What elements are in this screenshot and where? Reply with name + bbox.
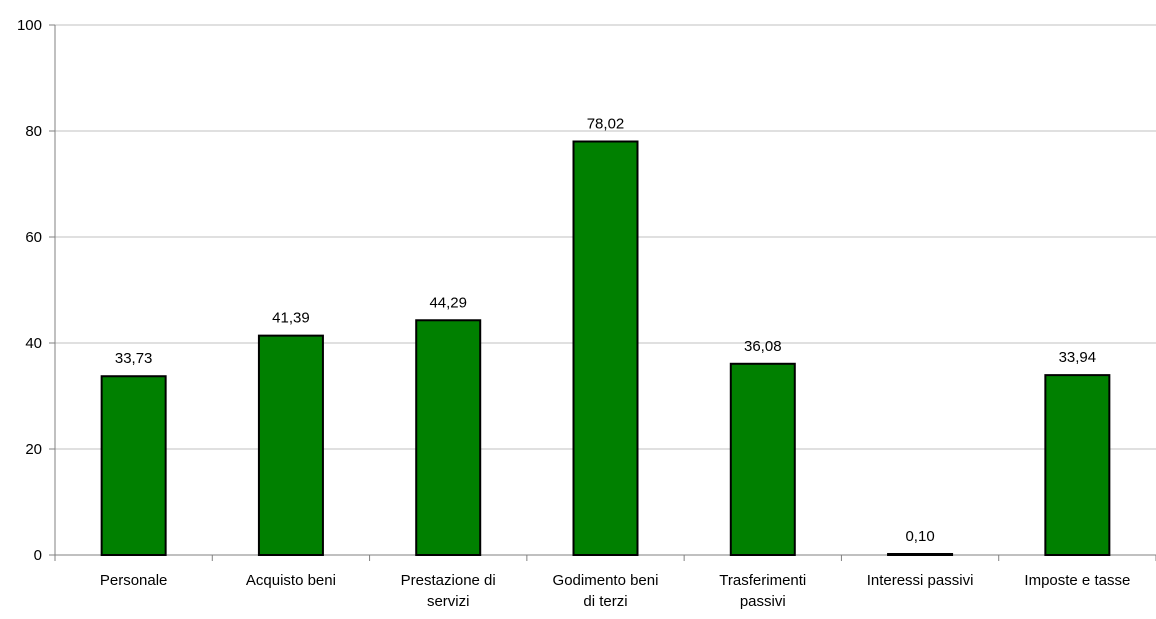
x-tick-label-line: passivi xyxy=(740,593,786,610)
x-tick-labels: Personale Acquisto beni Prestazione di serv… xyxy=(100,572,1130,610)
y-tick-label: 20 xyxy=(25,441,42,458)
x-tick-label: Imposte e tasse xyxy=(1024,572,1130,589)
x-tick-label: Prestazione di servizi xyxy=(401,572,496,610)
bar xyxy=(257,334,324,556)
data-label: 41,39 xyxy=(272,310,310,327)
x-tick-label-line: Personale xyxy=(100,572,168,589)
x-tick-label: Trasferimenti passivi xyxy=(719,572,806,610)
x-tick-label-line: Acquisto beni xyxy=(246,572,336,589)
bar xyxy=(887,553,954,556)
bar xyxy=(729,362,796,556)
data-label: 33,94 xyxy=(1059,349,1097,366)
data-label: 36,08 xyxy=(744,338,782,355)
x-tick-label-line: servizi xyxy=(427,593,470,610)
x-tick-label-line: Interessi passivi xyxy=(867,572,974,589)
bar xyxy=(100,375,167,556)
bar xyxy=(572,140,639,557)
y-tick-labels: 0 20 40 60 80 100 xyxy=(17,17,42,564)
bar xyxy=(1044,374,1111,557)
x-tick-label-line: Imposte e tasse xyxy=(1024,572,1130,589)
data-label: 33,73 xyxy=(115,350,153,367)
bars xyxy=(100,140,1111,557)
y-tick-label: 60 xyxy=(25,229,42,246)
x-tick-label-line: Godimento beni xyxy=(553,572,659,589)
x-tick-label: Interessi passivi xyxy=(867,572,974,589)
x-tick-label: Acquisto beni xyxy=(246,572,336,589)
bar xyxy=(415,319,482,556)
data-label: 0,10 xyxy=(905,528,934,545)
x-tick-label-line: Prestazione di xyxy=(401,572,496,589)
x-tick-label: Godimento beni di terzi xyxy=(553,572,659,610)
y-tick-label: 40 xyxy=(25,335,42,352)
x-tick-label-line: di terzi xyxy=(583,593,627,610)
data-labels: 33,73 41,39 44,29 78,02 36,08 0,10 33,94 xyxy=(115,115,1096,545)
data-label: 44,29 xyxy=(429,294,467,311)
y-tick-label: 100 xyxy=(17,17,42,34)
y-tick-label: 0 xyxy=(34,547,42,564)
data-label: 78,02 xyxy=(587,115,625,132)
x-tick-label: Personale xyxy=(100,572,168,589)
y-tick-label: 80 xyxy=(25,123,42,140)
x-tick-label-line: Trasferimenti xyxy=(719,572,806,589)
